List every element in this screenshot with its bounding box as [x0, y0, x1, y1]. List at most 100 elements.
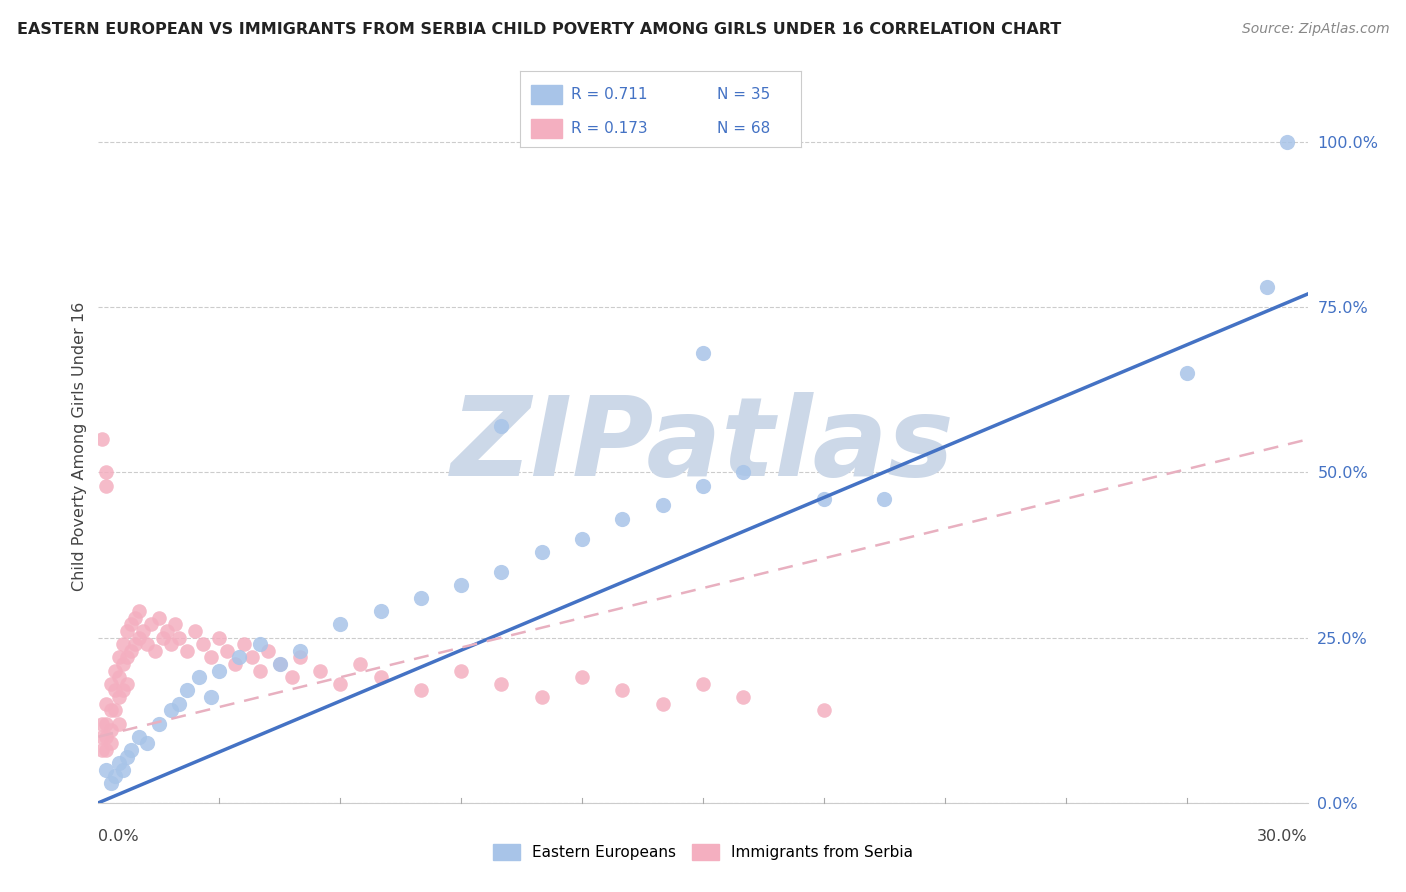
- Point: [370, 670, 392, 684]
- Point: [100, 736, 122, 750]
- Text: R = 0.173: R = 0.173: [571, 120, 647, 136]
- Point: [224, 657, 246, 671]
- Point: [139, 617, 162, 632]
- Point: [188, 670, 211, 684]
- Point: [160, 703, 183, 717]
- Point: [100, 723, 122, 738]
- Text: R = 0.711: R = 0.711: [571, 87, 647, 102]
- Point: [349, 657, 371, 671]
- Point: [107, 650, 129, 665]
- Point: [100, 677, 122, 691]
- Point: [128, 631, 150, 645]
- Point: [651, 499, 673, 513]
- Point: [135, 736, 157, 750]
- Point: [329, 677, 352, 691]
- Point: [103, 703, 125, 717]
- Point: [135, 637, 157, 651]
- Point: [103, 683, 125, 698]
- Text: ZIPatlas: ZIPatlas: [451, 392, 955, 500]
- Point: [132, 624, 155, 638]
- Point: [288, 644, 311, 658]
- Point: [193, 637, 215, 651]
- Text: N = 68: N = 68: [717, 120, 770, 136]
- Point: [208, 664, 231, 678]
- Point: [309, 664, 332, 678]
- Text: 30.0%: 30.0%: [1257, 830, 1308, 844]
- Point: [96, 466, 118, 480]
- Point: [1256, 280, 1278, 294]
- Point: [491, 419, 513, 434]
- Point: [107, 756, 129, 771]
- Point: [571, 670, 593, 684]
- Point: [530, 690, 553, 704]
- Point: [167, 697, 190, 711]
- Point: [1175, 367, 1198, 381]
- Point: [329, 617, 352, 632]
- Point: [120, 743, 142, 757]
- Point: [107, 690, 129, 704]
- Point: [269, 657, 291, 671]
- Point: [176, 644, 198, 658]
- Point: [107, 716, 129, 731]
- Point: [148, 716, 170, 731]
- Point: [733, 690, 755, 704]
- Text: EASTERN EUROPEAN VS IMMIGRANTS FROM SERBIA CHILD POVERTY AMONG GIRLS UNDER 16 CO: EASTERN EUROPEAN VS IMMIGRANTS FROM SERB…: [17, 22, 1062, 37]
- Point: [813, 491, 835, 506]
- Point: [91, 716, 114, 731]
- Point: [370, 604, 392, 618]
- Point: [450, 578, 472, 592]
- Bar: [531, 85, 562, 104]
- Point: [143, 644, 166, 658]
- Point: [249, 664, 271, 678]
- Point: [217, 644, 239, 658]
- Point: [96, 478, 118, 492]
- Point: [128, 730, 150, 744]
- Point: [152, 631, 174, 645]
- Point: [124, 611, 146, 625]
- Point: [269, 657, 291, 671]
- Point: [107, 670, 129, 684]
- Point: [96, 716, 118, 731]
- Point: [692, 346, 714, 360]
- Point: [692, 677, 714, 691]
- Point: [208, 631, 231, 645]
- Point: [571, 532, 593, 546]
- Point: [249, 637, 271, 651]
- Point: [160, 637, 183, 651]
- Point: [124, 637, 146, 651]
- Point: [111, 657, 134, 671]
- Point: [115, 677, 138, 691]
- Point: [111, 637, 134, 651]
- Point: [115, 624, 138, 638]
- Point: [813, 703, 835, 717]
- Text: 0.0%: 0.0%: [98, 830, 139, 844]
- Point: [91, 433, 114, 447]
- Point: [409, 591, 432, 605]
- Point: [733, 466, 755, 480]
- Point: [232, 637, 254, 651]
- Legend: Eastern Europeans, Immigrants from Serbia: Eastern Europeans, Immigrants from Serbi…: [486, 838, 920, 866]
- Text: Source: ZipAtlas.com: Source: ZipAtlas.com: [1241, 22, 1389, 37]
- Point: [111, 763, 134, 777]
- Point: [651, 697, 673, 711]
- Point: [281, 670, 304, 684]
- Point: [120, 617, 142, 632]
- Point: [156, 624, 179, 638]
- Text: N = 35: N = 35: [717, 87, 770, 102]
- Point: [256, 644, 278, 658]
- Point: [163, 617, 186, 632]
- Point: [103, 769, 125, 783]
- Point: [228, 650, 250, 665]
- Point: [612, 683, 634, 698]
- Point: [100, 703, 122, 717]
- Point: [409, 683, 432, 698]
- Point: [120, 644, 142, 658]
- Point: [96, 743, 118, 757]
- Point: [200, 690, 222, 704]
- Point: [128, 604, 150, 618]
- Point: [115, 749, 138, 764]
- Point: [491, 565, 513, 579]
- Point: [491, 677, 513, 691]
- Point: [96, 763, 118, 777]
- Point: [288, 650, 311, 665]
